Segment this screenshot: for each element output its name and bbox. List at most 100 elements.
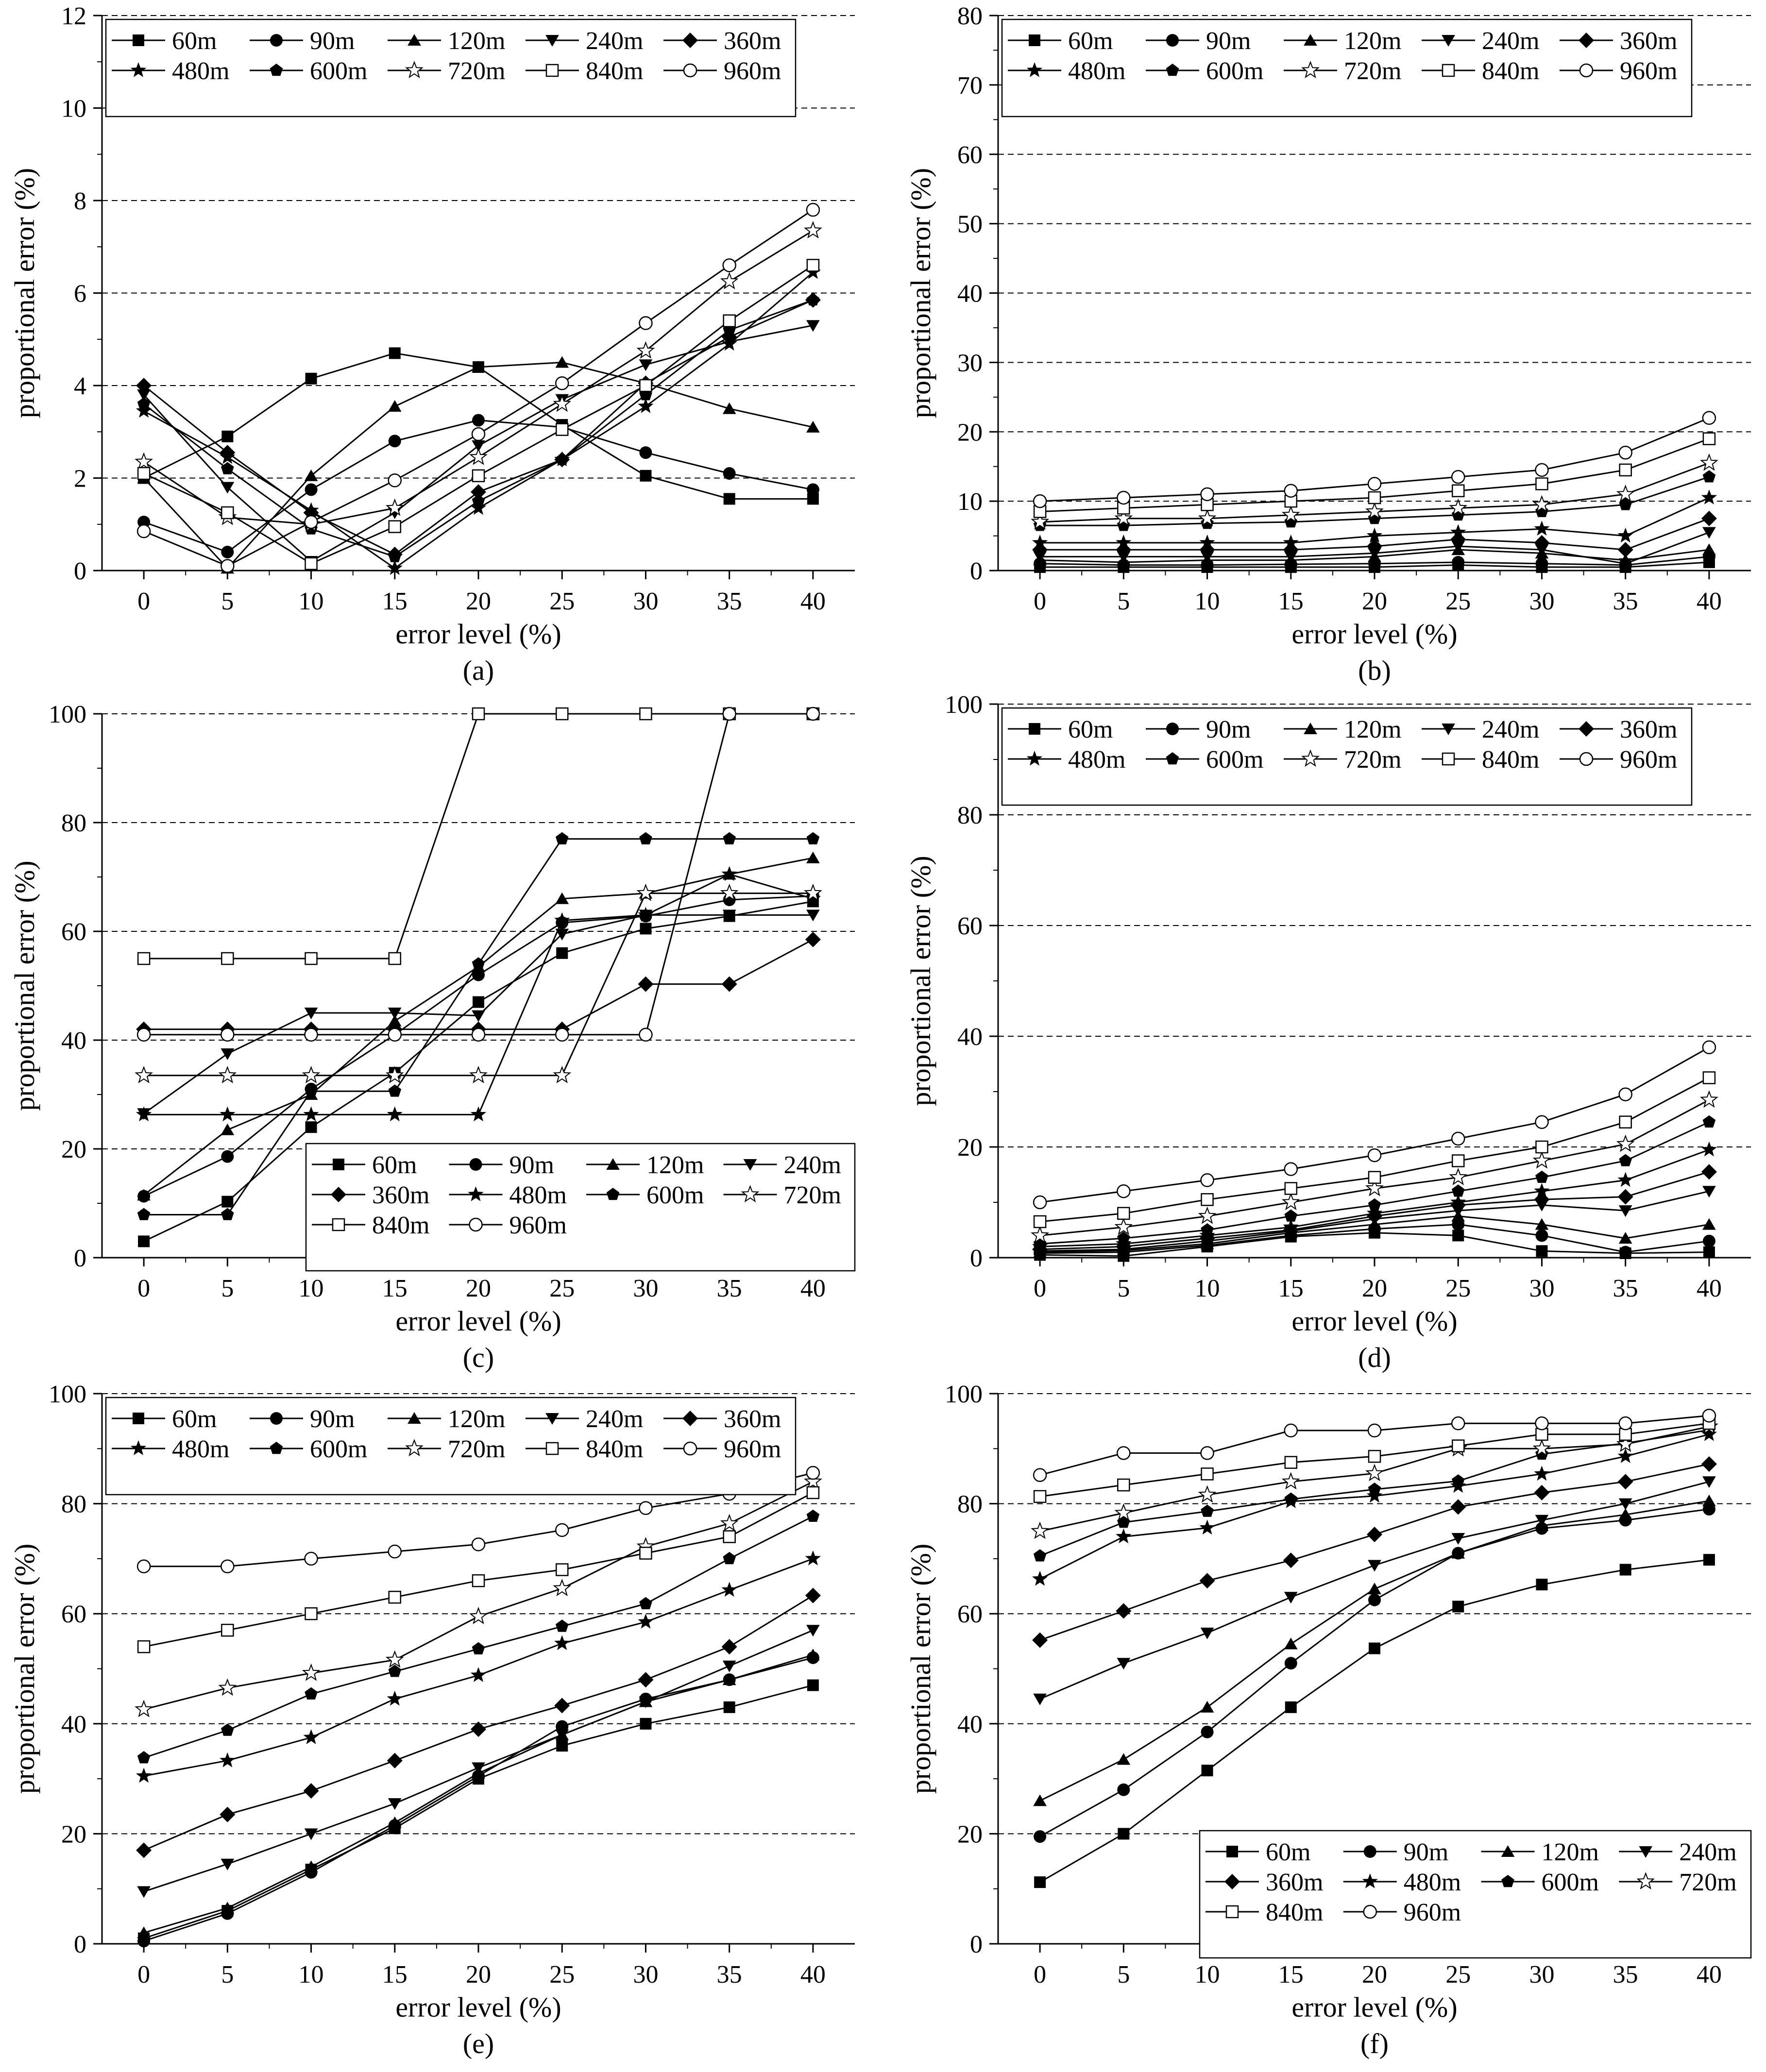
data-point — [556, 947, 568, 959]
legend-item: 720m — [723, 1181, 841, 1209]
data-point — [1117, 1783, 1130, 1796]
data-point — [720, 1514, 739, 1532]
data-point — [1702, 1071, 1716, 1084]
legend-item: 90m — [1146, 716, 1251, 743]
data-point — [469, 447, 488, 465]
series-960m — [136, 707, 820, 1042]
data-point — [1534, 1183, 1550, 1198]
legend-marker — [606, 1158, 620, 1170]
data-point — [221, 1048, 235, 1060]
legend: 60m 90m 120m 240m 360m 480m 600m 720m 840m 960m — [1001, 18, 1693, 118]
x-tick-label: 10 — [299, 1961, 324, 1988]
x-tick-label: 35 — [1613, 1275, 1638, 1302]
legend-label: 120m — [448, 1405, 505, 1433]
data-point — [1368, 1171, 1381, 1184]
data-point — [388, 400, 402, 412]
data-point — [1702, 543, 1716, 556]
y-tick-label: 0 — [74, 557, 86, 585]
data-point — [1034, 1876, 1046, 1888]
data-point — [1618, 1498, 1632, 1510]
data-point — [1536, 1579, 1548, 1591]
legend-item: 720m — [1284, 57, 1401, 85]
data-point — [1616, 484, 1635, 502]
data-point — [1618, 445, 1632, 460]
y-tick-label: 50 — [957, 211, 983, 238]
data-point — [471, 1028, 486, 1042]
data-point — [722, 1660, 736, 1672]
x-tick-label: 20 — [466, 1961, 491, 1988]
data-point — [1284, 1456, 1298, 1469]
data-point — [1201, 1467, 1214, 1481]
legend-label: 120m — [1344, 716, 1401, 743]
panel-label: (b) — [1358, 655, 1391, 686]
series-720m — [1031, 1090, 1718, 1244]
legend-item: 120m — [388, 1405, 505, 1433]
legend-label: 60m — [1266, 1838, 1310, 1866]
data-point — [1116, 1603, 1132, 1619]
legend-label: 480m — [509, 1181, 567, 1209]
data-point — [1284, 1182, 1298, 1195]
data-point — [640, 470, 652, 482]
data-point — [1201, 1223, 1214, 1236]
data-point — [220, 1806, 236, 1822]
legend-marker — [1301, 61, 1320, 79]
x-tick-label: 25 — [549, 588, 575, 615]
data-point — [1451, 1439, 1465, 1452]
data-point — [389, 347, 401, 359]
data-point — [302, 1065, 321, 1083]
data-point — [472, 707, 485, 721]
data-point — [304, 1551, 318, 1566]
x-tick-label: 30 — [633, 1275, 658, 1302]
data-point — [1281, 1193, 1300, 1211]
data-point — [639, 707, 652, 721]
legend-item: 90m — [1343, 1838, 1448, 1866]
data-point — [1535, 1515, 1549, 1527]
y-tick-label: 20 — [61, 1820, 86, 1848]
series-480m — [1032, 489, 1717, 550]
legend-item: 840m — [1422, 746, 1539, 774]
data-point — [1451, 1131, 1465, 1146]
series-840m — [1033, 432, 1716, 518]
data-point — [472, 1010, 485, 1022]
data-point — [388, 473, 402, 488]
data-point — [721, 1639, 737, 1655]
y-tick-label: 100 — [945, 691, 983, 719]
data-point — [1451, 1416, 1465, 1431]
data-point — [1535, 1229, 1548, 1242]
legend-item: 120m — [586, 1151, 704, 1179]
x-tick-label: 0 — [1034, 1275, 1046, 1302]
legend-marker — [1301, 749, 1320, 767]
legend-marker — [130, 1440, 147, 1455]
data-point — [1535, 1115, 1549, 1129]
data-point — [221, 1150, 234, 1163]
y-tick-label: 80 — [957, 1491, 983, 1518]
data-point — [305, 483, 318, 496]
data-point — [1451, 470, 1465, 484]
legend-label: 60m — [1068, 27, 1113, 55]
legend-box — [1001, 18, 1693, 118]
data-point — [806, 320, 820, 332]
legend-marker — [682, 1411, 698, 1426]
data-point — [553, 394, 572, 412]
data-point — [805, 1587, 821, 1603]
legend-marker — [331, 1187, 346, 1202]
x-tick-label: 40 — [800, 1275, 826, 1302]
legend-marker — [1579, 63, 1594, 78]
data-point — [1618, 1416, 1632, 1431]
data-point — [638, 1672, 654, 1688]
y-tick-label: 20 — [957, 419, 983, 446]
legend-label: 360m — [1620, 27, 1677, 55]
data-point — [1283, 542, 1299, 558]
data-point — [387, 1690, 403, 1706]
data-point — [305, 1121, 317, 1133]
data-point — [723, 493, 735, 505]
x-tick-label: 25 — [1445, 1961, 1471, 1988]
data-point — [388, 1590, 402, 1604]
data-point — [1031, 512, 1050, 530]
legend-marker — [270, 34, 283, 47]
data-point — [1450, 524, 1466, 539]
data-point — [1033, 1195, 1047, 1210]
data-point — [1618, 1205, 1632, 1217]
data-point — [1200, 1701, 1214, 1713]
legend-label: 840m — [1266, 1899, 1323, 1926]
